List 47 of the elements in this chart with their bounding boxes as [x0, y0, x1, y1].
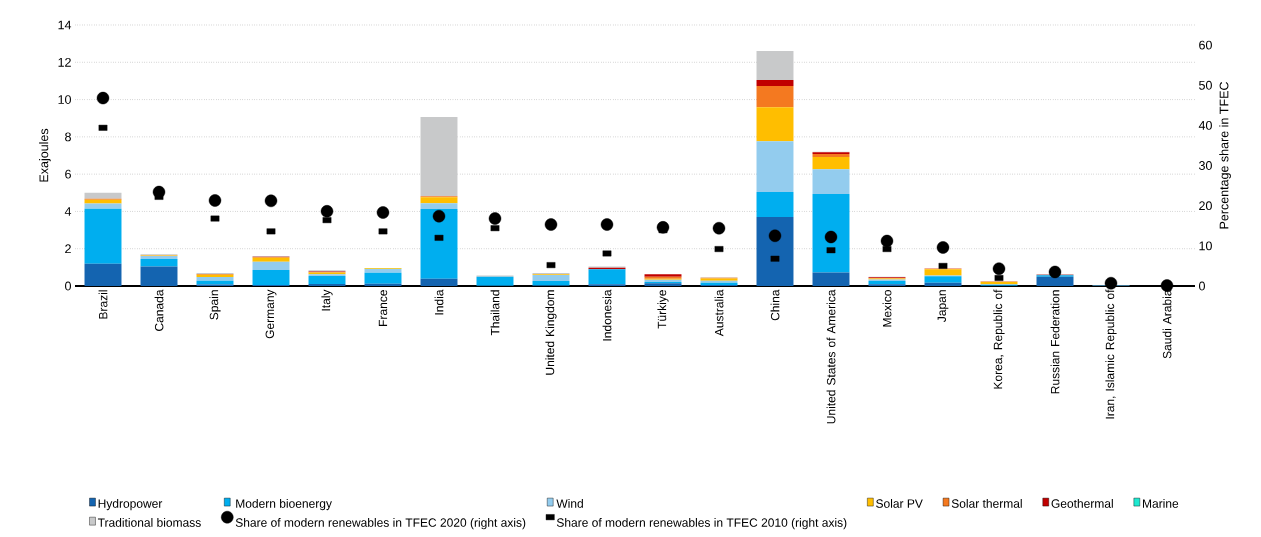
x-tick-label: Australia [714, 289, 724, 337]
y-tick-label: 2 [65, 244, 71, 254]
legend-label: Hydropower [98, 498, 163, 511]
x-tick-label: Iran, Islamic Republic of [1105, 289, 1117, 419]
x-tick-label: Spain [209, 290, 221, 320]
y-tick-label: 8 [65, 132, 71, 142]
legend-label: Modern bioenergy [236, 498, 332, 511]
y-tick-label: 4 [64, 207, 72, 216]
x-tick-label: China [770, 289, 780, 321]
legend-label: Share of modern renewables in TFEC 2020 (right axis) [235, 518, 526, 530]
y2-tick-label: 40 [1198, 120, 1212, 130]
y2-tick-label: 30 [1198, 161, 1212, 170]
x-tick-label: Italy [321, 289, 333, 311]
legend-label: Geothermal [1051, 498, 1113, 508]
y-tick-label: 12 [58, 57, 71, 67]
x-tick-label: Türkiye [657, 290, 669, 329]
x-tick-label: Brazil [98, 290, 108, 319]
y-axis-title: Exajoules [39, 128, 51, 182]
y2-tick-label: 10 [1199, 241, 1212, 251]
x-tick-label: India [434, 289, 444, 315]
y2-tick-label: 50 [1199, 80, 1212, 90]
x-tick-label: Saudi Arabia [1162, 289, 1172, 359]
y-tick-label: 10 [58, 95, 71, 104]
x-tick-label: United Kingdom [545, 290, 557, 375]
x-tick-label: Germany [265, 289, 277, 339]
legend-label: Solar PV [876, 498, 923, 508]
x-tick-label: Indonesia [602, 289, 612, 341]
legend-label: Wind [556, 498, 583, 508]
x-tick-label: Canada [154, 289, 164, 331]
x-tick-label: Thailand [490, 290, 500, 336]
x-tick-label: Japan [937, 290, 949, 323]
y-tick-label: 6 [65, 169, 71, 179]
legend-label: Marine [1142, 498, 1179, 508]
legend-label: Share of modern renewables in TFEC 2010 (right axis) [556, 518, 847, 530]
legend-label: Traditional biomass [97, 518, 201, 527]
y2-axis-title: Percentage share in TFEC [1219, 82, 1231, 229]
y2-tick-label: 20 [1199, 201, 1212, 211]
x-tick-label: United States of America [826, 289, 836, 424]
x-tick-label: Mexico [882, 290, 892, 327]
y2-tick-label: 0 [1199, 281, 1205, 291]
x-tick-label: Russian Federation [1050, 290, 1060, 394]
y2-tick-label: 60 [1199, 40, 1212, 50]
y-tick-label: 0 [65, 281, 71, 291]
x-tick-label: Korea, Republic of [993, 289, 1005, 389]
legend-label: Solar thermal [951, 498, 1022, 508]
x-tick-label: France [378, 290, 388, 326]
y-tick-label: 14 [58, 20, 72, 30]
